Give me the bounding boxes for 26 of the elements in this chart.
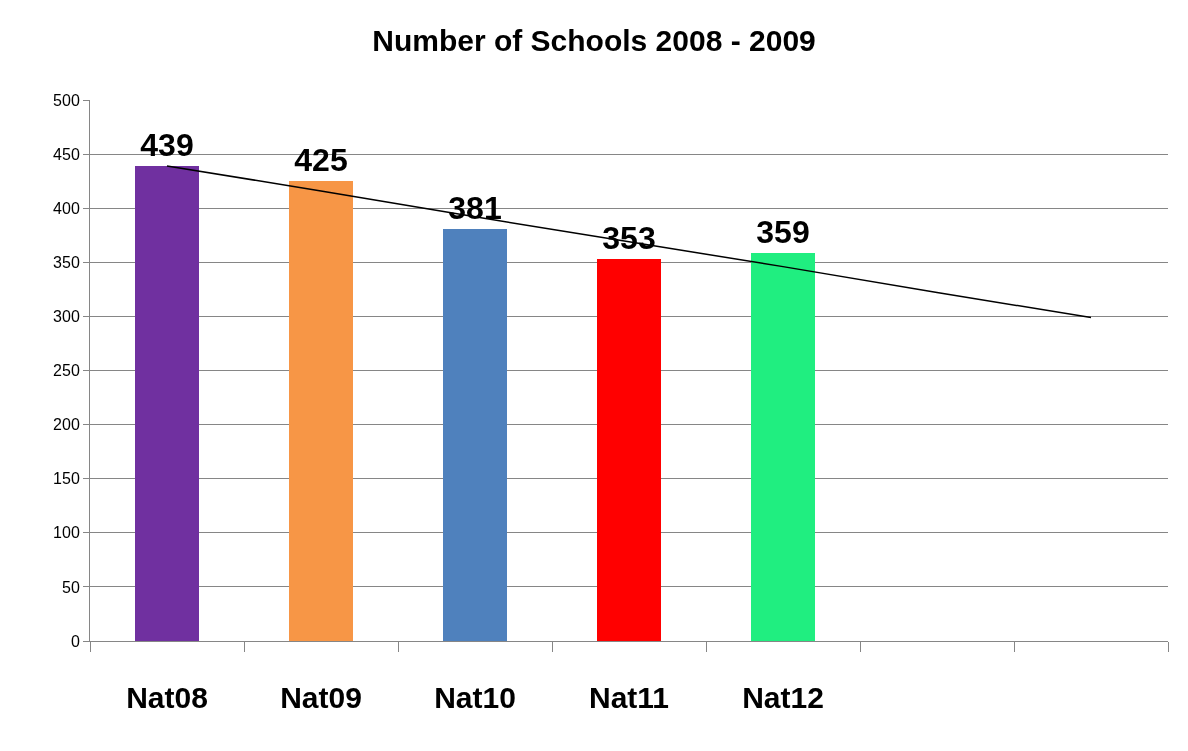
bar (135, 166, 199, 641)
x-tick-label: Nat08 (126, 681, 208, 714)
y-tick-label: 100 (53, 524, 80, 542)
bar (751, 253, 815, 641)
x-tick-label: Nat11 (588, 681, 670, 714)
data-label: 381 (448, 190, 502, 226)
y-tick-label: 150 (53, 470, 80, 488)
data-label: 439 (140, 127, 194, 163)
x-tick-label: Nat12 (742, 681, 824, 714)
y-tick-label: 300 (53, 308, 80, 325)
y-tick-label: 50 (62, 578, 80, 596)
data-label: 359 (756, 214, 810, 250)
y-tick-label: 450 (53, 145, 80, 163)
y-tick-label: 500 (53, 91, 80, 109)
bar (289, 181, 353, 641)
x-tick-label: Nat10 (434, 681, 516, 714)
y-tick-label: 400 (53, 199, 80, 217)
bar (597, 259, 661, 641)
x-tick-label: Nat09 (280, 681, 362, 714)
chart-title: Number of Schools 2008 - 2009 (372, 24, 816, 58)
y-tick-label: 0 (70, 632, 80, 650)
bar (443, 229, 507, 641)
y-tick-label: 250 (53, 362, 80, 380)
data-label: 425 (294, 142, 348, 178)
y-tick-label: 350 (53, 253, 80, 271)
y-tick-label: 200 (53, 416, 80, 434)
